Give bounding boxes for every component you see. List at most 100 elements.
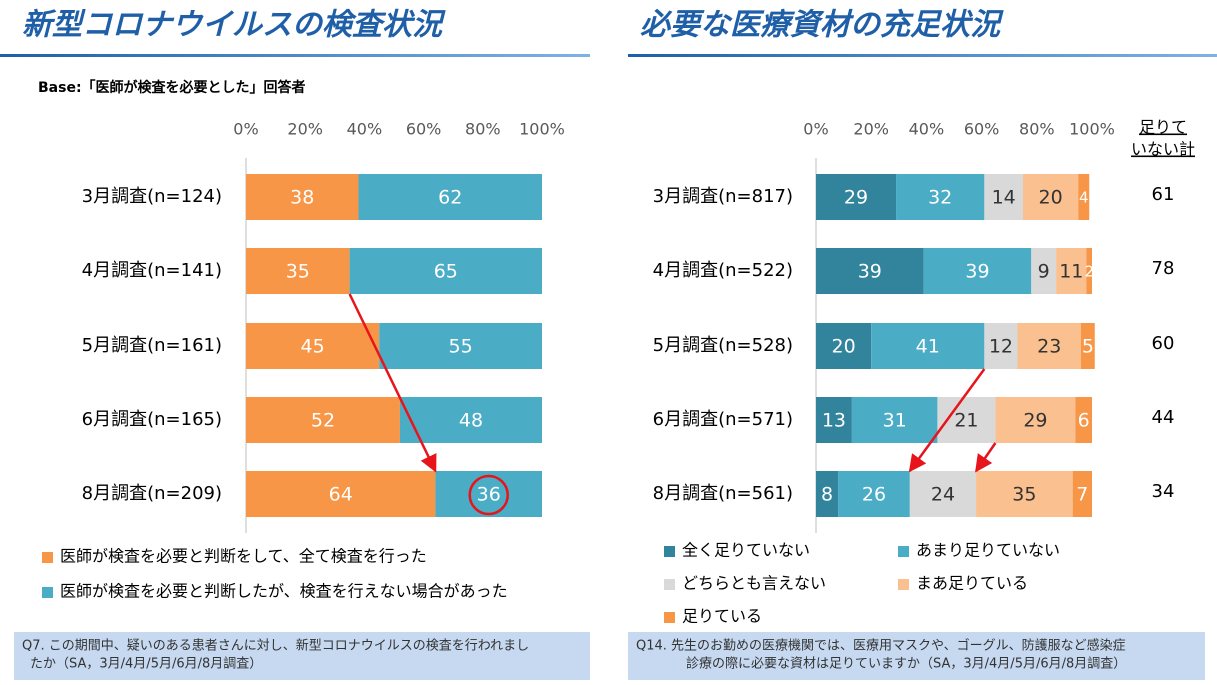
legend-swatch	[42, 552, 53, 563]
chart-title: 必要な医療資材の充足状況	[640, 8, 1004, 43]
x-tick-label: 100%	[1069, 120, 1115, 139]
x-tick-label: 80%	[1019, 120, 1055, 139]
bar-segment	[1023, 174, 1079, 220]
category-label: 3月調査(n=817)	[653, 186, 793, 207]
annotation-arrow	[975, 442, 997, 473]
footnote-text: Q7. この期間中、疑いのある患者さんに対し、新型コロナウイルスの検査を行われま…	[22, 638, 529, 654]
data-label: 39	[858, 261, 882, 283]
title-underline	[628, 54, 1217, 57]
data-label: 55	[449, 336, 473, 358]
data-label: 29	[1023, 410, 1047, 432]
bar-segment	[246, 397, 400, 443]
footnote-text: 診療の際に必要な資材は足りていますか（SA，3月/4月/5月/6月/8月調査）	[686, 656, 1126, 672]
x-tick-label: 0%	[803, 120, 828, 139]
footnote-text: Q14. 先生のお勤めの医療機関では、医療用マスクや、ゴーグル、防護服など感染症	[636, 638, 1126, 654]
category-label: 3月調査(n=124)	[82, 186, 222, 207]
x-tick-label: 40%	[347, 120, 383, 139]
data-label: 64	[329, 484, 353, 506]
title-underline	[0, 54, 590, 57]
x-tick-label: 40%	[909, 120, 945, 139]
bar-segment	[435, 471, 542, 517]
data-label: 12	[989, 336, 1013, 358]
data-label: 13	[822, 410, 846, 432]
bar-segment	[1056, 248, 1087, 294]
category-label: 6月調査(n=571)	[653, 409, 793, 430]
legend-label: あまり足りていない	[916, 541, 1060, 560]
bar-segment	[1086, 248, 1092, 294]
data-label: 31	[883, 410, 907, 432]
total-value: 78	[1152, 258, 1175, 279]
total-header: 足りて	[1139, 118, 1187, 137]
data-label: 21	[954, 410, 978, 432]
category-label: 6月調査(n=165)	[82, 409, 222, 430]
x-tick-label: 60%	[964, 120, 1000, 139]
data-label: 26	[862, 484, 886, 506]
bar-segment	[1075, 397, 1092, 443]
total-header: いない計	[1131, 140, 1195, 159]
bar-segment	[851, 397, 938, 443]
data-label: 20	[832, 336, 856, 358]
x-tick-label: 60%	[406, 120, 442, 139]
bar-segment	[871, 323, 985, 369]
annotation-arrow	[348, 293, 437, 473]
bar-segment	[838, 471, 910, 517]
data-label: 24	[931, 484, 955, 506]
total-value: 60	[1152, 333, 1175, 354]
footnote-box	[628, 632, 1205, 680]
category-label: 8月調査(n=209)	[82, 483, 222, 504]
category-label: 5月調査(n=528)	[653, 335, 793, 356]
bar-segment	[379, 323, 542, 369]
data-label: 39	[965, 261, 989, 283]
bar-segment	[923, 248, 1032, 294]
footnote-box	[14, 632, 590, 680]
legend-label: 医師が検査を必要と判断をして、全て検査を行った	[60, 547, 427, 566]
data-label: 4	[1079, 189, 1089, 207]
bar-segment	[1017, 323, 1081, 369]
bar-segment	[896, 174, 985, 220]
data-label: 62	[438, 187, 462, 209]
bar-segment	[816, 471, 839, 517]
legend-swatch	[664, 546, 675, 557]
bar-segment	[816, 397, 852, 443]
legend-label: 足りている	[682, 607, 762, 626]
data-label: 9	[1038, 261, 1050, 283]
legend-label: 医師が検査を必要と判断したが、検査を行えない場合があった	[60, 582, 508, 601]
bar-segment	[995, 397, 1076, 443]
legend-label: 全く足りていない	[682, 541, 810, 560]
data-label: 23	[1037, 336, 1061, 358]
data-label: 32	[928, 187, 952, 209]
subtitle: Base:「医師が検査を必要とした」回答者	[38, 79, 306, 96]
annotation-circle	[468, 474, 509, 516]
data-label: 35	[286, 261, 310, 283]
total-value: 61	[1152, 184, 1175, 205]
data-label: 35	[1012, 484, 1036, 506]
bar-segment	[246, 471, 436, 517]
chart-title: 新型コロナウイルスの検査状況	[22, 8, 446, 43]
data-label: 6	[1078, 410, 1090, 432]
legend-label: まあ足りている	[916, 574, 1028, 593]
bar-segment	[246, 323, 380, 369]
bar-segment	[816, 174, 897, 220]
data-label: 36	[477, 484, 501, 506]
data-label: 11	[1059, 261, 1083, 283]
data-label: 52	[311, 410, 335, 432]
legend-swatch	[664, 612, 675, 623]
data-label: 20	[1039, 187, 1063, 209]
legend-swatch	[664, 579, 675, 590]
legend-swatch	[898, 546, 909, 557]
bar-segment	[816, 323, 872, 369]
category-label: 4月調査(n=522)	[653, 260, 793, 281]
bar-segment	[984, 323, 1018, 369]
bar-segment	[399, 397, 542, 443]
data-label: 65	[434, 261, 458, 283]
bar-segment	[976, 471, 1073, 517]
category-label: 4月調査(n=141)	[82, 260, 222, 281]
bar-segment	[816, 248, 924, 294]
bar-segment	[349, 248, 542, 294]
data-label: 5	[1082, 336, 1094, 358]
x-tick-label: 20%	[287, 120, 323, 139]
data-label: 45	[301, 336, 325, 358]
data-label: 48	[459, 410, 483, 432]
category-label: 5月調査(n=161)	[82, 335, 222, 356]
total-value: 44	[1152, 407, 1175, 428]
